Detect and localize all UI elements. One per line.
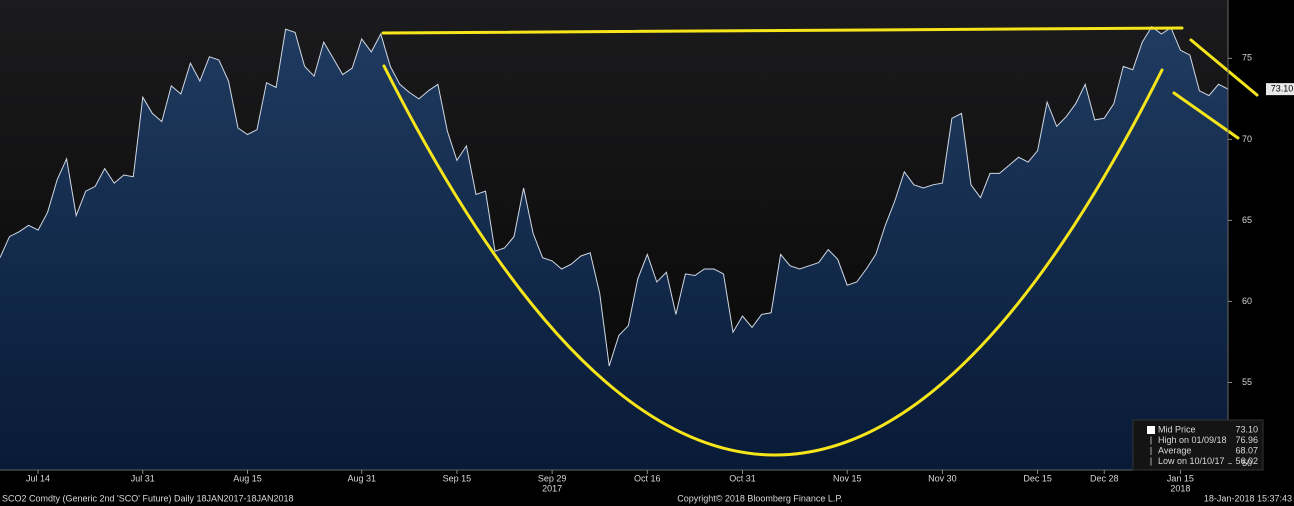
legend-swatch (1147, 426, 1155, 434)
x-tick-label: Dec 15 (1023, 473, 1052, 483)
handle-line-lower (1172, 91, 1240, 140)
legend-value: 73.10 (1235, 424, 1258, 434)
footer-center: Copyright© 2018 Bloomberg Finance L.P. (677, 493, 843, 503)
x-tick-label: Jan 15 (1167, 473, 1194, 483)
handle-line-upper (1189, 38, 1259, 97)
x-tick-label: Aug 15 (233, 473, 262, 483)
area (0, 26, 1228, 470)
y-tick-label: 70 (1242, 134, 1252, 144)
y-tick-label: 50 (1242, 458, 1252, 468)
x-tick-label: Aug 31 (347, 473, 376, 483)
x-tick-label: Nov 30 (928, 473, 957, 483)
footer-right: 18-Jan-2018 15:37:43 (1204, 493, 1292, 503)
legend-label: Average (1158, 445, 1191, 455)
x-tick-label: Nov 15 (833, 473, 862, 483)
x-tick-label: Sep 29 (538, 473, 567, 483)
cup-curve (382, 64, 1164, 457)
x-tick-label: Dec 28 (1090, 473, 1119, 483)
y-tick-label: 65 (1242, 215, 1252, 225)
footer-left: SCO2 Comdty (Generic 2nd 'SCO' Future) D… (2, 493, 294, 503)
x-year-label: 2018 (1170, 483, 1190, 493)
legend-value: 76.96 (1235, 435, 1258, 445)
x-tick-label: Jul 14 (26, 473, 50, 483)
last-price-label: 73.10 (1271, 84, 1294, 94)
legend-label: Low on 10/10/17 (1158, 456, 1225, 466)
legend-value: 56.02 (1235, 456, 1258, 466)
y-tick-label: 75 (1242, 53, 1252, 63)
legend-value: 68.07 (1235, 445, 1258, 455)
y-tick-label: 60 (1242, 296, 1252, 306)
line (0, 25, 1229, 367)
x-tick-label: Jul 31 (131, 473, 155, 483)
legend-label: Mid Price (1158, 424, 1196, 434)
legend: Mid Price 73.10 High on 01/09/18 76.96 Avera… (1132, 419, 1264, 471)
last-price-tag (1266, 83, 1294, 96)
legend-label: High on 01/09/18 (1158, 435, 1227, 445)
x-tick-label: Oct 16 (634, 473, 661, 483)
annotations (381, 26, 1259, 457)
y-tick-label: 55 (1242, 377, 1252, 387)
resistance-line (381, 26, 1184, 35)
x-year-label: 2017 (542, 483, 562, 493)
x-tick-label: Sep 15 (443, 473, 472, 483)
x-tick-label: Oct 31 (729, 473, 756, 483)
